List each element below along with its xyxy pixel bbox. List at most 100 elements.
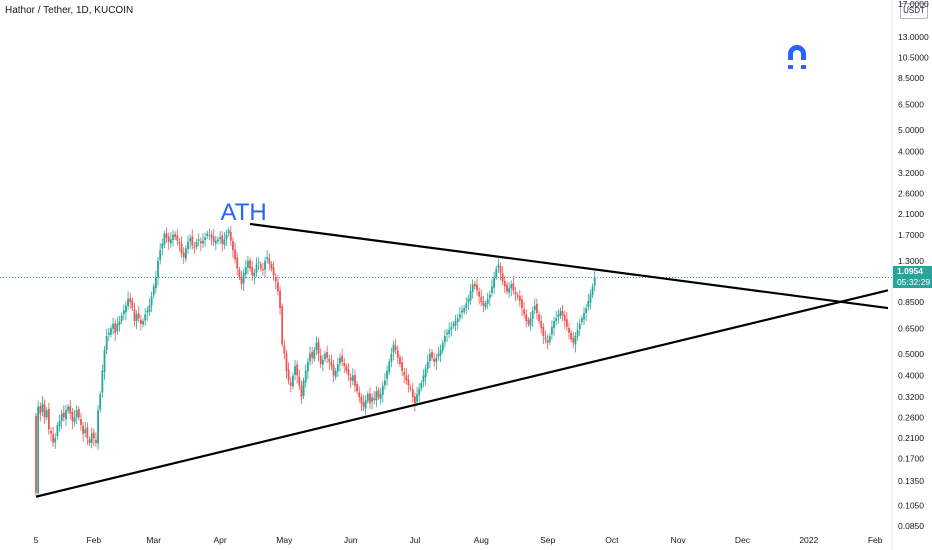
candle xyxy=(414,392,416,412)
candle xyxy=(518,289,521,307)
candle xyxy=(247,255,249,275)
candle xyxy=(35,413,37,496)
magnet-icon[interactable] xyxy=(788,45,806,69)
y-axis[interactable]: 13.0000 10.5000 8.5000 6.5000 5.0000 4.0000 3.… xyxy=(898,32,929,531)
candle xyxy=(542,323,545,344)
candle xyxy=(283,339,286,360)
candle xyxy=(135,310,138,329)
candle xyxy=(439,344,442,363)
candle xyxy=(77,406,80,421)
candle xyxy=(184,245,187,262)
candle xyxy=(527,317,530,327)
candle xyxy=(480,289,483,307)
candle xyxy=(294,359,296,381)
x-tick-label-5: Jun xyxy=(344,535,358,545)
candle xyxy=(287,362,290,385)
candle xyxy=(371,393,373,410)
candle xyxy=(334,367,337,381)
candle xyxy=(90,427,93,449)
candle xyxy=(137,305,140,323)
candle xyxy=(572,331,575,349)
candle xyxy=(448,322,451,339)
x-tick-label-1: Feb xyxy=(86,535,101,545)
candle xyxy=(176,229,179,247)
candle xyxy=(501,266,504,286)
candle xyxy=(369,387,371,409)
candle xyxy=(202,233,204,248)
candle xyxy=(482,295,485,313)
candle xyxy=(548,333,551,346)
candle xyxy=(330,354,333,371)
candle xyxy=(488,290,491,307)
ascending-support-trendline[interactable] xyxy=(35,289,889,498)
candle xyxy=(450,321,453,337)
candle xyxy=(578,318,581,336)
candle xyxy=(229,225,232,247)
candle xyxy=(236,252,239,276)
y-tick-label-9: 1.7000 xyxy=(898,230,924,240)
descending-resistance-trendline[interactable] xyxy=(249,222,889,310)
x-tick-label-12: 2022 xyxy=(799,535,818,545)
candle xyxy=(422,369,425,388)
candles[interactable] xyxy=(35,225,596,499)
x-tick-label-8: Sep xyxy=(540,535,555,545)
candle xyxy=(150,291,153,313)
candle xyxy=(424,364,427,386)
candle xyxy=(54,433,57,449)
candle xyxy=(37,400,40,499)
candle xyxy=(47,402,50,435)
candle xyxy=(437,346,440,361)
candle xyxy=(461,305,463,320)
candle xyxy=(266,249,269,264)
candle xyxy=(454,314,457,332)
x-tick-label-11: Dec xyxy=(735,535,751,545)
candle xyxy=(568,322,570,340)
candle xyxy=(356,381,359,395)
candle xyxy=(219,230,222,245)
candle xyxy=(396,345,399,365)
candle xyxy=(291,372,294,390)
candle xyxy=(154,270,157,294)
candle xyxy=(416,386,418,406)
candle xyxy=(208,228,211,241)
candle xyxy=(112,317,114,335)
candle xyxy=(172,229,174,247)
candle xyxy=(107,327,110,342)
candle xyxy=(223,232,226,250)
candle xyxy=(217,236,219,245)
candle xyxy=(50,427,52,442)
trendlines[interactable] xyxy=(35,222,889,498)
candle xyxy=(394,338,397,355)
candle xyxy=(405,368,408,385)
candle xyxy=(587,293,590,312)
candle xyxy=(354,369,356,393)
candle xyxy=(148,298,151,316)
candle xyxy=(58,414,61,432)
candle xyxy=(319,348,322,369)
candle xyxy=(585,304,588,321)
ath-annotation[interactable]: ATH xyxy=(221,199,267,226)
candle xyxy=(516,292,519,300)
y-tick-label-4: 5.0000 xyxy=(898,125,924,135)
candle xyxy=(349,373,352,389)
candle xyxy=(249,257,251,272)
axis-unit-badge[interactable]: USDT xyxy=(900,3,928,19)
candle xyxy=(103,345,106,380)
x-axis[interactable]: 5 Feb Mar Apr May Jun Jul Aug Sep Oct Nov Dec 2022 Fe… xyxy=(34,535,883,545)
candle xyxy=(62,405,65,422)
x-tick-label-13: Feb xyxy=(868,535,883,545)
candle xyxy=(458,307,461,322)
candle xyxy=(497,258,500,273)
candle xyxy=(388,359,391,375)
y-tick-label-16: 0.2600 xyxy=(898,412,924,422)
y-tick-label-21: 0.0850 xyxy=(898,521,924,531)
candle xyxy=(101,364,104,398)
candle xyxy=(315,336,318,356)
last-price-tag: 1.0954 05:32:29 xyxy=(893,266,932,288)
candle xyxy=(399,354,401,367)
candle xyxy=(540,314,543,334)
candle xyxy=(259,261,262,272)
y-tick-label-13: 0.5000 xyxy=(898,349,924,359)
candle xyxy=(446,328,448,343)
